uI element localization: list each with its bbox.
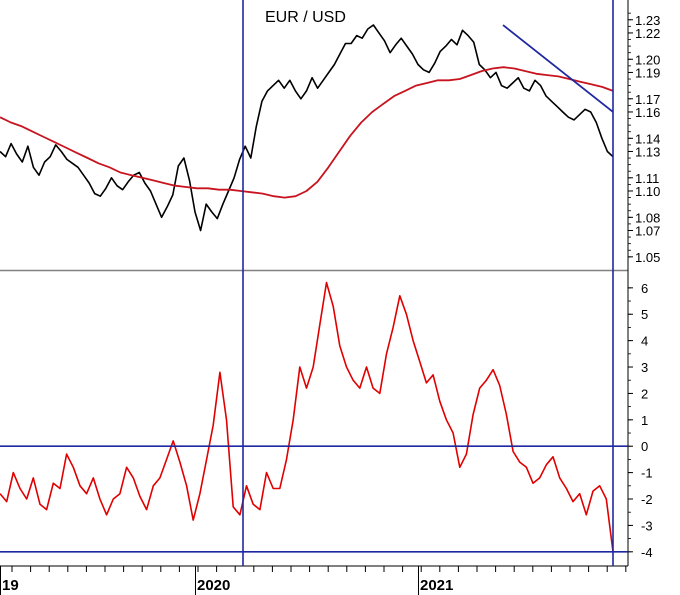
x-tick-label: 2020 xyxy=(197,577,230,594)
bottom-y-tick-label: 4 xyxy=(641,334,648,349)
top-y-tick-label: 1.23 xyxy=(635,13,660,28)
top-y-tick-label: 1.08 xyxy=(635,210,660,225)
top-y-tick-label: 1.19 xyxy=(635,65,660,80)
bottom-y-tick-label: 0 xyxy=(641,439,648,454)
price-line xyxy=(0,24,614,232)
moving-average-line xyxy=(0,66,614,199)
bottom-y-tick-label: 1 xyxy=(641,413,648,428)
trend-line xyxy=(502,24,614,113)
bottom-y-tick-label: 3 xyxy=(641,360,648,375)
top-y-tick-label: 1.17 xyxy=(635,92,660,107)
top-y-tick-label: 1.14 xyxy=(635,131,660,146)
top-y-tick-label: 1.22 xyxy=(635,26,660,41)
oscillator-line xyxy=(0,281,614,552)
top-y-tick-label: 1.05 xyxy=(635,250,660,265)
overlay-lines xyxy=(0,0,629,566)
top-y-tick-label: 1.13 xyxy=(635,144,660,159)
x-tick-label: 2021 xyxy=(420,577,453,594)
top-y-tick-label: 1.20 xyxy=(635,52,660,67)
top-y-tick-label: 1.10 xyxy=(635,184,660,199)
bottom-y-tick-label: -2 xyxy=(641,492,653,507)
chart-title: EUR / USD xyxy=(265,9,346,26)
x-tick-label: 19 xyxy=(2,577,19,594)
bottom-y-tick-label: -3 xyxy=(641,518,653,533)
bottom-y-tick-label: -1 xyxy=(641,466,653,481)
top-y-tick-label: 1.07 xyxy=(635,223,660,238)
bottom-y-axis: 6 5 4 3 2 1 0 -1 -2 -3 -4 xyxy=(628,281,653,560)
bottom-y-tick-label: 6 xyxy=(641,281,648,296)
top-panel-series xyxy=(0,24,614,232)
top-y-tick-label: 1.16 xyxy=(635,105,660,120)
top-y-axis: 1.05 1.071.08 1.101.11 1.131.14 1.161.17 1.19… xyxy=(628,13,660,265)
x-axis: 19 2020 2021 xyxy=(0,565,628,595)
top-y-tick-label: 1.11 xyxy=(635,171,659,186)
bottom-panel-series xyxy=(0,281,614,552)
bottom-y-tick-label: -4 xyxy=(641,545,653,560)
bottom-y-tick-label: 2 xyxy=(641,386,648,401)
bottom-y-tick-label: 5 xyxy=(641,307,648,322)
